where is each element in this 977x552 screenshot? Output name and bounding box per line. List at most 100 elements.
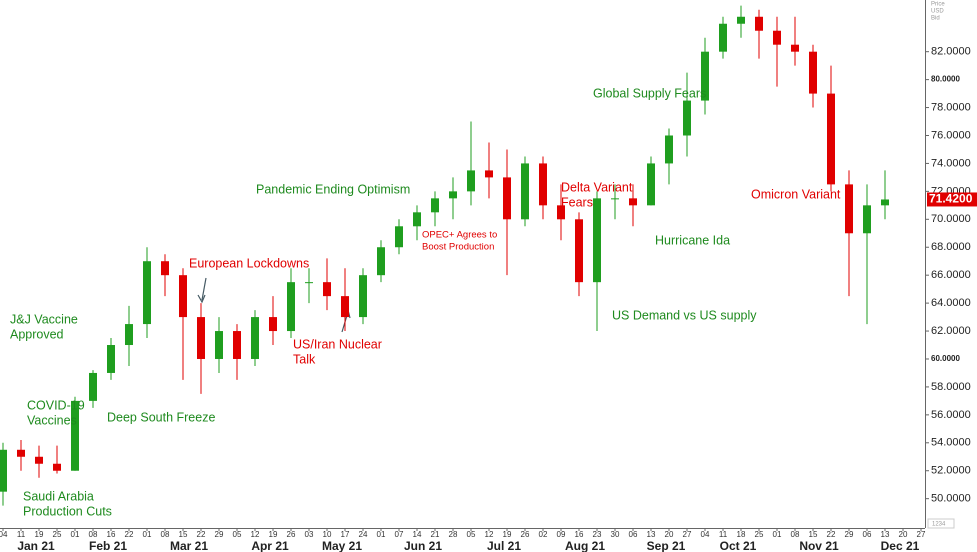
x-tick-label: 01 <box>143 530 152 539</box>
annotation: Saudi Arabia <box>23 489 94 503</box>
x-tick-label: 09 <box>557 530 566 539</box>
y-tick-label: 50.0000 <box>931 493 971 505</box>
x-tick-label: 07 <box>395 530 404 539</box>
candle-body <box>107 345 115 373</box>
x-tick-label: 19 <box>269 530 278 539</box>
x-tick-label: 11 <box>719 530 728 539</box>
candle-body <box>557 205 565 220</box>
candle-body <box>0 449 7 492</box>
candle-body <box>161 261 169 276</box>
annotation: Delta Variant <box>561 180 633 194</box>
annotation: OPEC+ Agrees to <box>422 230 497 241</box>
x-tick-label: 27 <box>917 530 926 539</box>
candle-body <box>395 226 403 248</box>
annotation: Hurricane Ida <box>655 233 730 247</box>
candle-body <box>719 23 727 52</box>
y-tick-label: 80.0000 <box>931 75 960 84</box>
candle-body <box>269 317 277 332</box>
x-tick-label: 16 <box>575 530 584 539</box>
x-tick-label: 01 <box>773 530 782 539</box>
candle-body <box>611 198 619 200</box>
annotation: Deep South Freeze <box>107 410 215 424</box>
x-tick-label: 10 <box>323 530 332 539</box>
arrow <box>201 277 207 301</box>
x-tick-label: 20 <box>899 530 908 539</box>
candle-body <box>665 135 673 164</box>
y-tick-label: 68.0000 <box>931 241 971 253</box>
x-tick-label: 20 <box>665 530 674 539</box>
x-tick-label: 22 <box>827 530 836 539</box>
x-tick-label: 08 <box>89 530 98 539</box>
annotation: US Demand vs US supply <box>612 308 757 322</box>
candle-body <box>53 463 61 471</box>
candle-body <box>809 51 817 94</box>
annotation: Boost Production <box>422 242 494 253</box>
candle-body <box>179 275 187 318</box>
candle-body <box>791 44 799 52</box>
candle-body <box>845 184 853 234</box>
x-tick-label: 11 <box>17 530 26 539</box>
month-label: Oct 21 <box>720 539 757 552</box>
candle-body <box>683 100 691 136</box>
x-tick-label: 25 <box>53 530 62 539</box>
candle-body <box>503 177 511 220</box>
axis-header: USD <box>931 9 944 15</box>
month-label: Nov 21 <box>799 539 839 552</box>
annotation: Fears <box>561 195 593 209</box>
x-tick-label: 26 <box>287 530 296 539</box>
x-tick-label: 05 <box>233 530 242 539</box>
candle-body <box>773 30 781 45</box>
x-tick-label: 03 <box>305 530 314 539</box>
x-tick-label: 19 <box>35 530 44 539</box>
x-tick-label: 13 <box>881 530 890 539</box>
x-tick-label: 22 <box>125 530 134 539</box>
x-tick-label: 17 <box>341 530 350 539</box>
month-label: Aug 21 <box>565 539 605 552</box>
month-label: Jul 21 <box>487 539 521 552</box>
x-tick-label: 16 <box>107 530 116 539</box>
y-tick-label: 74.0000 <box>931 157 971 169</box>
y-tick-label: 60.0000 <box>931 354 960 363</box>
month-label: Sep 21 <box>647 539 686 552</box>
x-tick-label: 06 <box>629 530 638 539</box>
axis-header: Price <box>931 2 945 8</box>
candle-body <box>737 16 745 24</box>
annotation: Pandemic Ending Optimism <box>256 182 410 196</box>
x-tick-label: 12 <box>251 530 260 539</box>
y-tick-label: 64.0000 <box>931 297 971 309</box>
x-tick-label: 24 <box>359 530 368 539</box>
candle-body <box>485 170 493 178</box>
y-tick-label: 70.0000 <box>931 213 971 225</box>
x-tick-label: 04 <box>0 530 8 539</box>
y-tick-label: 54.0000 <box>931 437 971 449</box>
candle-body <box>215 331 223 359</box>
x-tick-label: 15 <box>179 530 188 539</box>
y-tick-label: 78.0000 <box>931 101 971 113</box>
candle-body <box>701 51 709 101</box>
annotation: US/Iran Nuclear <box>293 337 382 351</box>
candle-body <box>755 16 763 31</box>
x-tick-label: 04 <box>701 530 710 539</box>
last-price-label: 71.4200 <box>929 192 973 206</box>
x-tick-label: 29 <box>215 530 224 539</box>
x-tick-label: 27 <box>683 530 692 539</box>
x-tick-label: 05 <box>467 530 476 539</box>
candle-body <box>881 199 889 206</box>
candle-body <box>575 219 583 283</box>
x-tick-label: 15 <box>809 530 818 539</box>
x-tick-label: 08 <box>791 530 800 539</box>
x-tick-label: 14 <box>413 530 422 539</box>
month-label: Feb 21 <box>89 539 127 552</box>
candle-body <box>251 317 259 359</box>
candle-body <box>143 261 151 325</box>
x-tick-label: 01 <box>71 530 80 539</box>
candle-body <box>305 282 313 284</box>
candle-body <box>863 205 871 234</box>
y-tick-label: 82.0000 <box>931 46 971 58</box>
candle-body <box>431 198 439 213</box>
axis-header: Bid <box>931 16 940 22</box>
annotation: Talk <box>293 352 316 366</box>
x-tick-label: 30 <box>611 530 620 539</box>
arrow-head <box>197 294 206 304</box>
candle-body <box>593 198 601 283</box>
